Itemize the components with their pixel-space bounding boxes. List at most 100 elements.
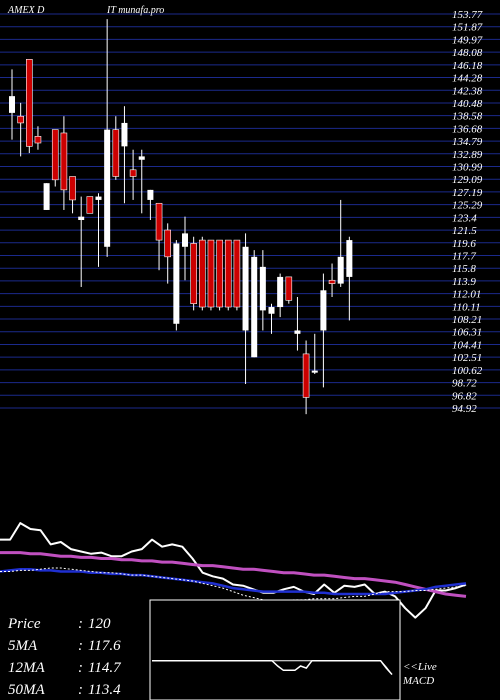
ma50-value: 113.4 [88,682,121,698]
candle-body-up [346,240,353,277]
ma12-label: 12MA [8,660,45,676]
candle-body-up [78,216,85,221]
y-tick-label: 149.97 [452,34,483,46]
macd-box-frame [149,599,401,700]
ma-blue-line [0,567,467,596]
ma-magenta-line [0,551,467,598]
candle-body-down [190,243,197,304]
y-tick-label: 108.21 [452,314,482,326]
candle-body-up [251,256,258,358]
ma12-value: 114.7 [88,660,122,676]
price-sep: : [78,616,83,632]
candle-body-down [164,229,171,258]
ma-dotted-line [0,567,467,602]
y-tick-label: 130.99 [452,162,483,174]
price-value: 120 [88,616,111,632]
y-tick-label: 106.31 [452,327,482,339]
candle-body-up [268,307,275,314]
price-axis-ticks: 153.77151.87149.97148.08146.18144.28142.… [452,9,483,415]
candle-body-down [129,169,137,177]
candle-body-down [233,239,241,308]
y-tick-label: 96.82 [452,390,477,402]
candle-body-down [51,129,59,181]
price-label: Price [7,616,41,632]
y-tick-label: 148.08 [452,47,483,59]
ma50-label: 50MA [8,682,45,698]
candle-body-down [112,129,120,177]
y-tick-label: 134.79 [452,136,483,148]
candle-body-down [155,202,163,241]
chart-symbol: AMEX D [7,5,45,16]
macd-lines [152,659,393,675]
y-tick-label: 113.9 [452,276,476,288]
candle-body-down [224,239,232,308]
candle-body-up [182,233,188,247]
oscillator-panel [0,522,467,619]
candle-body-down [285,276,293,301]
macd-live-label: <<Live [403,661,437,673]
chart-site: IT munafa.pro [106,5,164,16]
candle-body-up [95,196,102,200]
y-tick-label: 94.92 [452,403,477,415]
macd-box: <<Live MACD [149,599,437,700]
y-tick-label: 146.18 [452,60,483,72]
ma5-label: 5MA [8,638,38,654]
y-tick-label: 110.11 [452,301,481,313]
candle-body-down [25,59,33,147]
y-tick-label: 112.01 [452,289,481,301]
candle-body-up [138,156,145,160]
candle-body-up [337,256,344,284]
y-tick-label: 132.89 [452,149,483,161]
candle-body-up [104,129,111,247]
candle-body-down [302,353,310,398]
ma50-sep: : [78,682,83,698]
y-tick-label: 104.41 [452,339,482,351]
y-tick-label: 129.09 [452,174,483,186]
y-tick-label: 127.19 [452,187,483,199]
macd-line [152,659,393,675]
info-panel: Price : 120 5MA : 117.6 12MA : 114.7 50M… [7,616,122,698]
macd-label: MACD [402,675,434,687]
candle-body-up [320,290,327,331]
y-tick-label: 142.38 [452,85,483,97]
y-tick-label: 123.4 [452,212,477,224]
ma5-value: 117.6 [88,638,121,654]
y-tick-label: 136.68 [452,123,483,135]
candle-body-up [294,330,301,334]
candle-body-down [69,176,76,201]
candle-body-down [207,239,215,308]
y-tick-label: 115.8 [452,263,476,275]
candle-body-up [9,96,15,113]
candle-body-up [242,246,249,331]
candle-body-up [173,243,180,324]
ma5-sep: : [78,638,83,654]
candle-body-up [121,122,128,147]
candle-body-up [311,370,318,373]
candle-body-down [86,196,94,214]
y-tick-label: 125.29 [452,200,483,212]
ma12-sep: : [78,660,83,676]
y-tick-label: 100.62 [452,365,483,377]
y-tick-label: 140.48 [452,98,483,110]
candle-body-down [60,132,68,191]
y-tick-label: 117.7 [452,250,476,262]
candlestick-series [9,19,353,415]
y-tick-label: 119.6 [452,238,476,250]
candle-body-down [34,136,42,144]
candle-body-up [259,266,266,311]
candle-body-up [277,276,284,308]
candle-body-down [216,239,223,308]
y-tick-label: 144.28 [452,73,483,85]
y-tick-label: 98.72 [452,378,477,390]
y-tick-label: 153.77 [452,9,483,21]
y-tick-label: 102.51 [452,352,482,364]
y-tick-label: 151.87 [452,22,483,34]
price-grid [0,13,500,409]
candle-body-down [17,115,24,124]
candle-body-up [43,183,50,210]
y-tick-label: 138.58 [452,111,483,123]
candle-body-up [147,189,154,200]
y-tick-label: 121.5 [452,225,477,237]
